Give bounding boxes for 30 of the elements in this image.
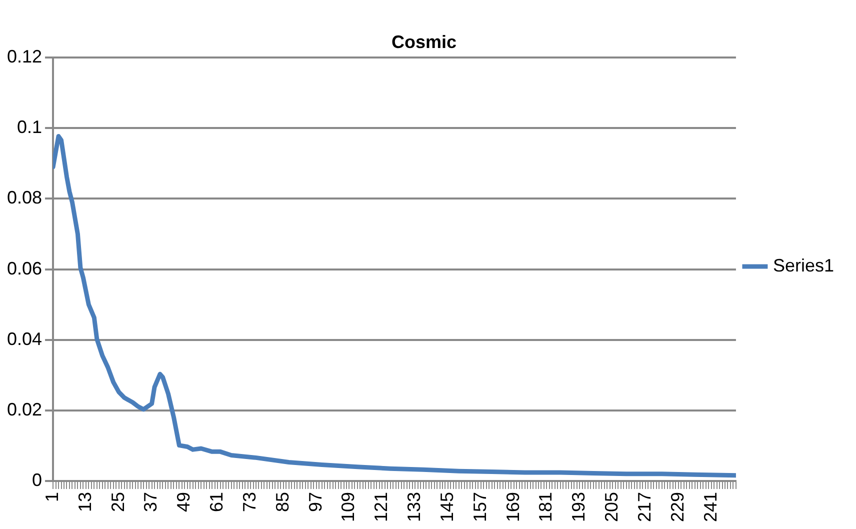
x-tick-label: 61	[206, 492, 227, 512]
x-tick-label: 97	[305, 492, 326, 512]
x-tick-label: 241	[700, 492, 720, 522]
x-tick-label: 25	[108, 492, 128, 512]
x-tick-label: 73	[239, 492, 260, 512]
x-tick-label: 49	[174, 492, 194, 512]
x-tick-label: 181	[536, 492, 556, 522]
x-tick-label: 133	[404, 492, 424, 522]
y-tick-label: 0	[32, 470, 42, 490]
legend-label: Series1	[772, 255, 834, 276]
y-tick-label: 0.06	[6, 258, 42, 278]
x-tick-label: 85	[272, 492, 292, 512]
chart-title: Cosmic	[391, 32, 457, 52]
x-tick-label: 157	[470, 492, 490, 522]
x-tick-label: 109	[338, 492, 358, 522]
x-tick-label: 37	[140, 492, 161, 512]
x-tick-label: 205	[602, 492, 622, 522]
y-tick-label: 0.1	[17, 117, 42, 138]
y-tick-label: 0.02	[6, 399, 42, 420]
x-tick-label: 217	[634, 492, 654, 522]
y-tick-label: 0.04	[6, 328, 42, 349]
y-tick-label: 0.12	[6, 46, 42, 67]
x-tick-label: 145	[436, 492, 457, 522]
x-tick-label: 121	[371, 492, 392, 522]
x-tick-label: 169	[502, 492, 523, 522]
x-tick-label: 229	[667, 492, 688, 522]
x-tick-label: 1	[42, 492, 62, 502]
y-tick-label: 0.08	[6, 188, 42, 208]
x-tick-label: 193	[568, 492, 589, 522]
x-tick-label: 13	[74, 492, 95, 512]
